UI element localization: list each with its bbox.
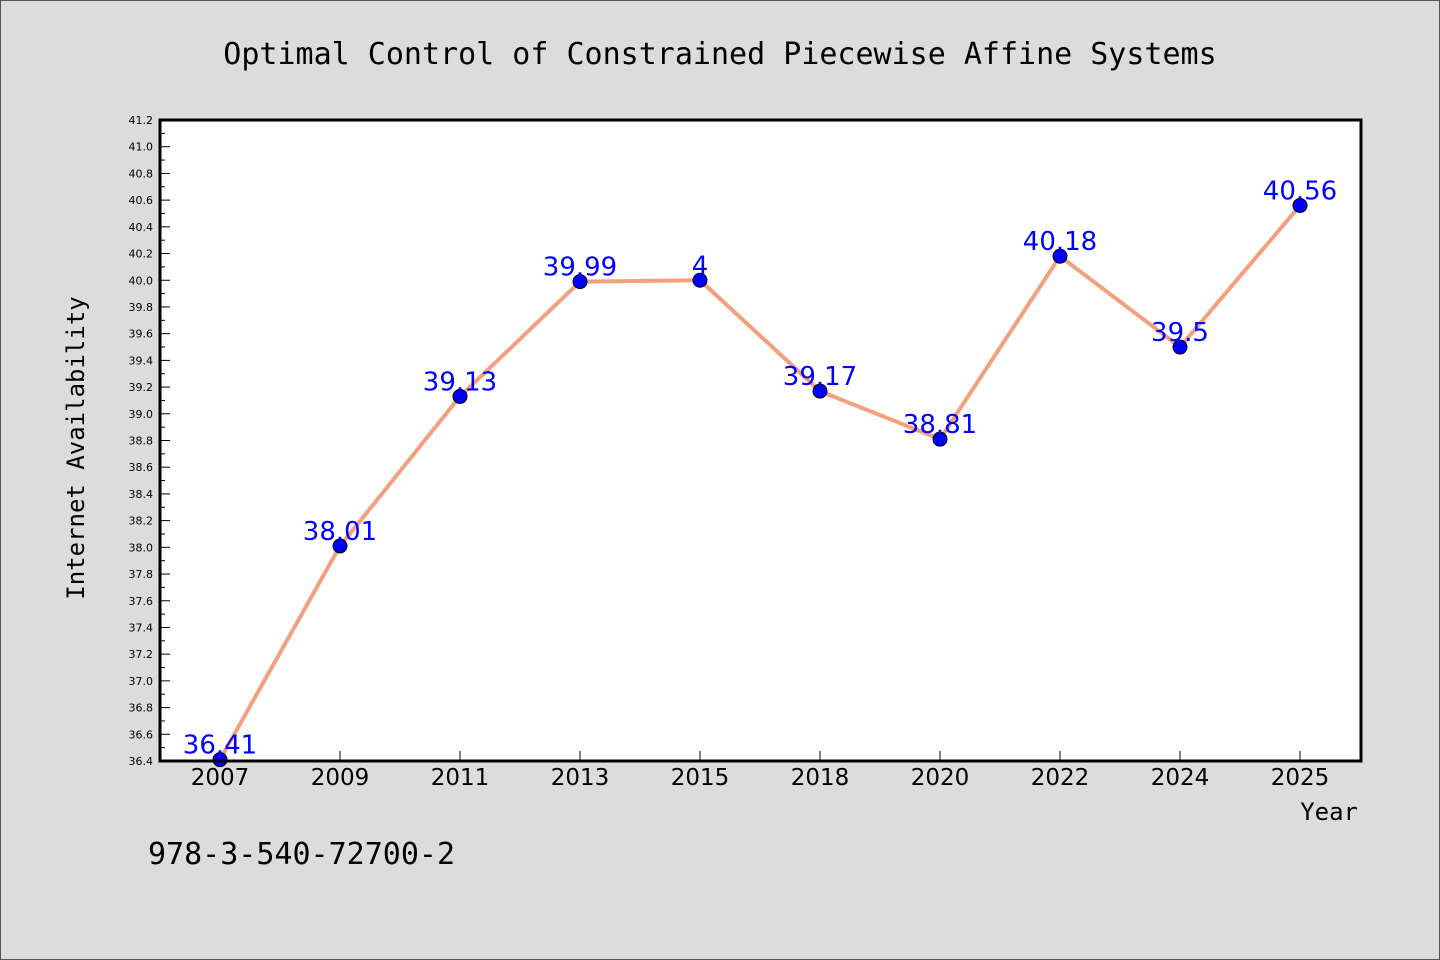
x-axis-label: Year bbox=[1300, 798, 1358, 826]
x-tick-label: 2013 bbox=[551, 765, 610, 791]
y-tick-label: 39.6 bbox=[129, 328, 154, 341]
data-point bbox=[1172, 339, 1188, 355]
data-label: 40.18 bbox=[1023, 227, 1097, 257]
x-tick-label: 2020 bbox=[911, 765, 970, 791]
y-tick-label: 41.0 bbox=[129, 141, 154, 154]
y-tick-label: 38.2 bbox=[129, 515, 154, 528]
y-tick-label: 40.8 bbox=[129, 167, 154, 180]
series-line bbox=[218, 204, 1302, 761]
data-label: 39.13 bbox=[423, 367, 497, 397]
data-label: 39.5 bbox=[1151, 318, 1209, 348]
y-tick-label: 36.4 bbox=[129, 755, 154, 768]
y-tick-label: 41.2 bbox=[129, 114, 154, 127]
y-tick-label: 37.6 bbox=[129, 595, 154, 608]
y-tick-label: 40.0 bbox=[129, 274, 154, 287]
data-point bbox=[332, 538, 348, 554]
y-tick-label: 38.4 bbox=[129, 488, 154, 501]
y-tick-label: 36.8 bbox=[129, 702, 154, 715]
x-tick-label: 2025 bbox=[1271, 765, 1330, 791]
data-label: 40.56 bbox=[1263, 176, 1337, 206]
data-point bbox=[452, 388, 468, 404]
x-tick-label: 2015 bbox=[671, 765, 730, 791]
y-tick-label: 37.0 bbox=[129, 675, 154, 688]
y-tick-label: 40.6 bbox=[129, 194, 154, 207]
y-tick-label: 37.2 bbox=[129, 648, 154, 661]
y-tick-label: 40.2 bbox=[129, 248, 154, 261]
data-label: 39.17 bbox=[783, 362, 857, 392]
y-tick-label: 36.6 bbox=[129, 728, 154, 741]
data-point bbox=[812, 383, 828, 399]
x-tick-label: 2009 bbox=[311, 765, 370, 791]
x-tick-label: 2024 bbox=[1151, 765, 1210, 791]
y-tick-label: 39.0 bbox=[129, 408, 154, 421]
x-tick-label: 2018 bbox=[791, 765, 850, 791]
data-label: 39.99 bbox=[543, 253, 617, 283]
y-tick-label: 39.2 bbox=[129, 381, 154, 394]
data-label: 36.41 bbox=[183, 731, 257, 761]
y-axis-label: Internet Availability bbox=[62, 296, 90, 599]
y-tick-label: 40.4 bbox=[129, 221, 154, 234]
y-tick-label: 37.8 bbox=[129, 568, 154, 581]
plot-area bbox=[160, 120, 1361, 761]
data-label: 38.81 bbox=[903, 410, 977, 440]
y-tick-label: 38.6 bbox=[129, 461, 154, 474]
x-tick-label: 2022 bbox=[1031, 765, 1090, 791]
data-point bbox=[932, 431, 948, 447]
chart-title: Optimal Control of Constrained Piecewise… bbox=[223, 37, 1216, 72]
data-point bbox=[572, 274, 588, 290]
x-tick-label: 2011 bbox=[431, 765, 490, 791]
y-tick-label: 39.8 bbox=[129, 301, 154, 314]
data-point bbox=[1052, 248, 1068, 264]
data-label: 38.01 bbox=[303, 517, 377, 547]
y-tick-label: 37.4 bbox=[129, 621, 154, 634]
data-label: 4 bbox=[692, 251, 709, 281]
y-tick-label: 38.0 bbox=[129, 541, 154, 554]
x-tick-label: 2007 bbox=[191, 765, 250, 791]
plot-border bbox=[158, 118, 1363, 763]
footer-isbn: 978-3-540-72700-2 bbox=[148, 837, 455, 872]
y-tick-label: 38.8 bbox=[129, 435, 154, 448]
data-point bbox=[1292, 197, 1308, 213]
data-point bbox=[692, 272, 708, 288]
y-tick-label: 39.4 bbox=[129, 354, 154, 367]
